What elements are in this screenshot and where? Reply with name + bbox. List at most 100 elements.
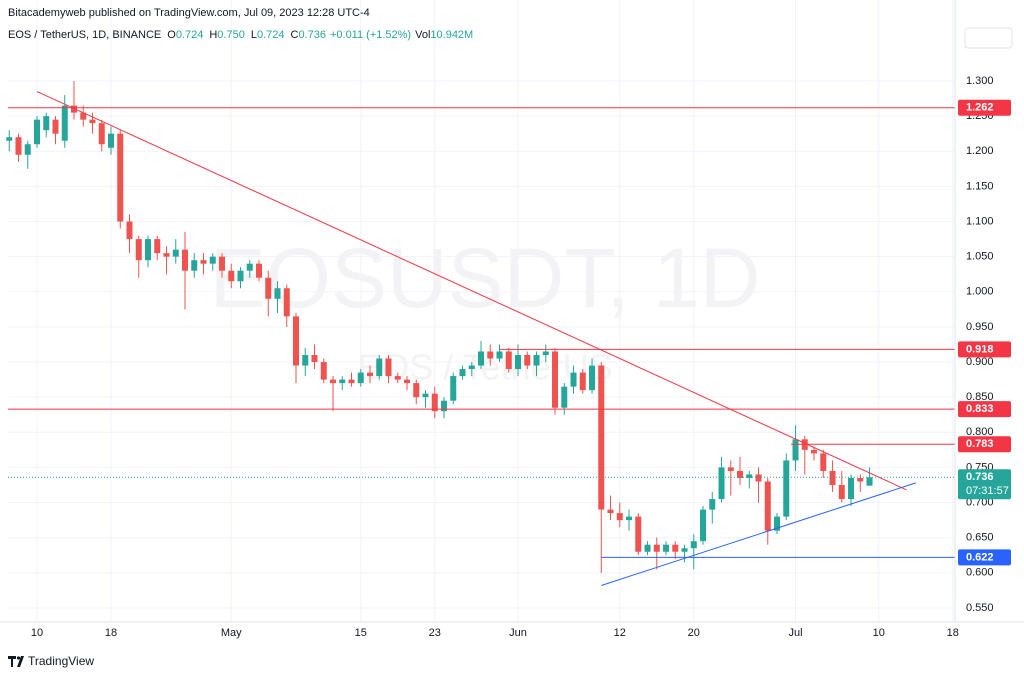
candle-body bbox=[367, 372, 374, 377]
candle-body bbox=[404, 379, 411, 384]
candle-body bbox=[496, 351, 503, 359]
candle-body bbox=[33, 119, 40, 145]
candle-body bbox=[515, 355, 522, 370]
candle-body bbox=[681, 548, 688, 552]
candle-body bbox=[228, 270, 235, 282]
candle-body bbox=[866, 477, 873, 486]
legend-ohlc-value: 0.724 bbox=[176, 29, 204, 41]
legend-ohlc-label: L bbox=[251, 29, 257, 41]
candle-body bbox=[293, 316, 300, 366]
y-tick-label: 1.150 bbox=[966, 180, 994, 192]
candle-body bbox=[727, 467, 734, 471]
candle-body bbox=[117, 133, 124, 222]
level-tag bbox=[958, 401, 1011, 418]
x-tick-label: 18 bbox=[105, 627, 117, 639]
candle-body bbox=[663, 544, 670, 552]
candle-body bbox=[320, 362, 327, 380]
candle-body bbox=[487, 351, 494, 359]
level-tag bbox=[958, 549, 1011, 566]
candle-body bbox=[172, 249, 179, 257]
legend-ohlc-label: O bbox=[167, 29, 176, 41]
candle-body bbox=[311, 355, 318, 363]
candle-body bbox=[6, 137, 13, 141]
candle-body bbox=[857, 477, 864, 482]
y-tick-label: 0.900 bbox=[966, 356, 994, 368]
level-label: 1.262 bbox=[966, 102, 994, 114]
candle-body bbox=[533, 355, 540, 366]
y-tick-label: 1.050 bbox=[966, 251, 994, 263]
legend-ohlc-value: 0.750 bbox=[217, 29, 245, 41]
candle-body bbox=[542, 351, 549, 356]
candle-body bbox=[579, 372, 586, 391]
candle-body bbox=[755, 474, 762, 482]
candle-body bbox=[764, 481, 771, 531]
candle-body bbox=[330, 379, 337, 384]
watermark-name: EOS / TetherUS bbox=[357, 347, 612, 388]
candle-body bbox=[598, 365, 605, 510]
x-tick-label: 20 bbox=[688, 627, 700, 639]
candle-body bbox=[505, 351, 512, 370]
candle-body bbox=[219, 256, 226, 271]
trend-line bbox=[36, 91, 907, 491]
toolbar-box[interactable] bbox=[964, 27, 1013, 49]
candle-body bbox=[635, 516, 642, 552]
candle-body bbox=[376, 358, 383, 377]
candle-body bbox=[552, 351, 559, 408]
candle-body bbox=[135, 239, 142, 261]
candle-body bbox=[200, 260, 207, 264]
logo-dot bbox=[16, 656, 21, 660]
candle-body bbox=[274, 288, 281, 299]
candle-body bbox=[589, 365, 596, 391]
level-label: 0.918 bbox=[966, 343, 994, 355]
candle-body bbox=[700, 509, 707, 542]
x-tick-label: 12 bbox=[614, 627, 626, 639]
axes: 0.5500.6000.6500.7000.7500.8000.8500.900… bbox=[31, 75, 1011, 639]
candle-body bbox=[459, 369, 466, 377]
candle-body bbox=[616, 513, 623, 521]
candle-body bbox=[718, 467, 725, 500]
candle-body bbox=[838, 484, 845, 500]
candle-body bbox=[89, 119, 96, 124]
footer-logo: TradingView bbox=[8, 654, 94, 668]
candle-body bbox=[265, 277, 272, 299]
candle-body bbox=[283, 288, 290, 317]
level-tag bbox=[958, 436, 1011, 453]
candle-body bbox=[43, 116, 50, 131]
candle-body bbox=[15, 137, 22, 155]
footer-brand: TradingView bbox=[28, 654, 94, 668]
candle-body bbox=[829, 470, 836, 485]
y-tick-label: 0.550 bbox=[966, 602, 994, 614]
candle-body bbox=[774, 516, 781, 531]
y-tick-label: 0.850 bbox=[966, 391, 994, 403]
candle-body bbox=[348, 379, 355, 384]
legend-change: +0.011 (+1.52%) bbox=[330, 29, 411, 41]
level-tag bbox=[958, 99, 1011, 116]
y-tick-label: 0.650 bbox=[966, 532, 994, 544]
candle-body bbox=[653, 544, 660, 552]
candle-body bbox=[108, 133, 115, 148]
candle-body bbox=[385, 358, 392, 377]
candle-body bbox=[820, 453, 827, 471]
candle-body bbox=[24, 144, 31, 155]
level-tag bbox=[958, 341, 1011, 358]
candle-body bbox=[783, 460, 790, 517]
legend-ohlc-value: 0.724 bbox=[257, 29, 285, 41]
plot bbox=[6, 81, 955, 586]
candle-body bbox=[413, 383, 420, 398]
candle-body bbox=[191, 260, 198, 271]
candle-body bbox=[644, 544, 651, 552]
candle-body bbox=[126, 221, 133, 240]
x-tick-label: 10 bbox=[873, 627, 885, 639]
level-label: 0.783 bbox=[966, 438, 994, 450]
legend-volume-label: Vol bbox=[415, 29, 430, 41]
candle-body bbox=[182, 249, 189, 271]
logo-icon bbox=[8, 656, 24, 667]
candle-body bbox=[71, 105, 78, 113]
trend-line bbox=[601, 482, 916, 586]
legend-volume: 10.942M bbox=[430, 29, 473, 41]
candle-body bbox=[561, 386, 568, 408]
y-tick-label: 0.600 bbox=[966, 567, 994, 579]
byline: Bitacademyweb published on TradingView.c… bbox=[8, 7, 370, 19]
y-tick-label: 1.100 bbox=[966, 215, 994, 227]
